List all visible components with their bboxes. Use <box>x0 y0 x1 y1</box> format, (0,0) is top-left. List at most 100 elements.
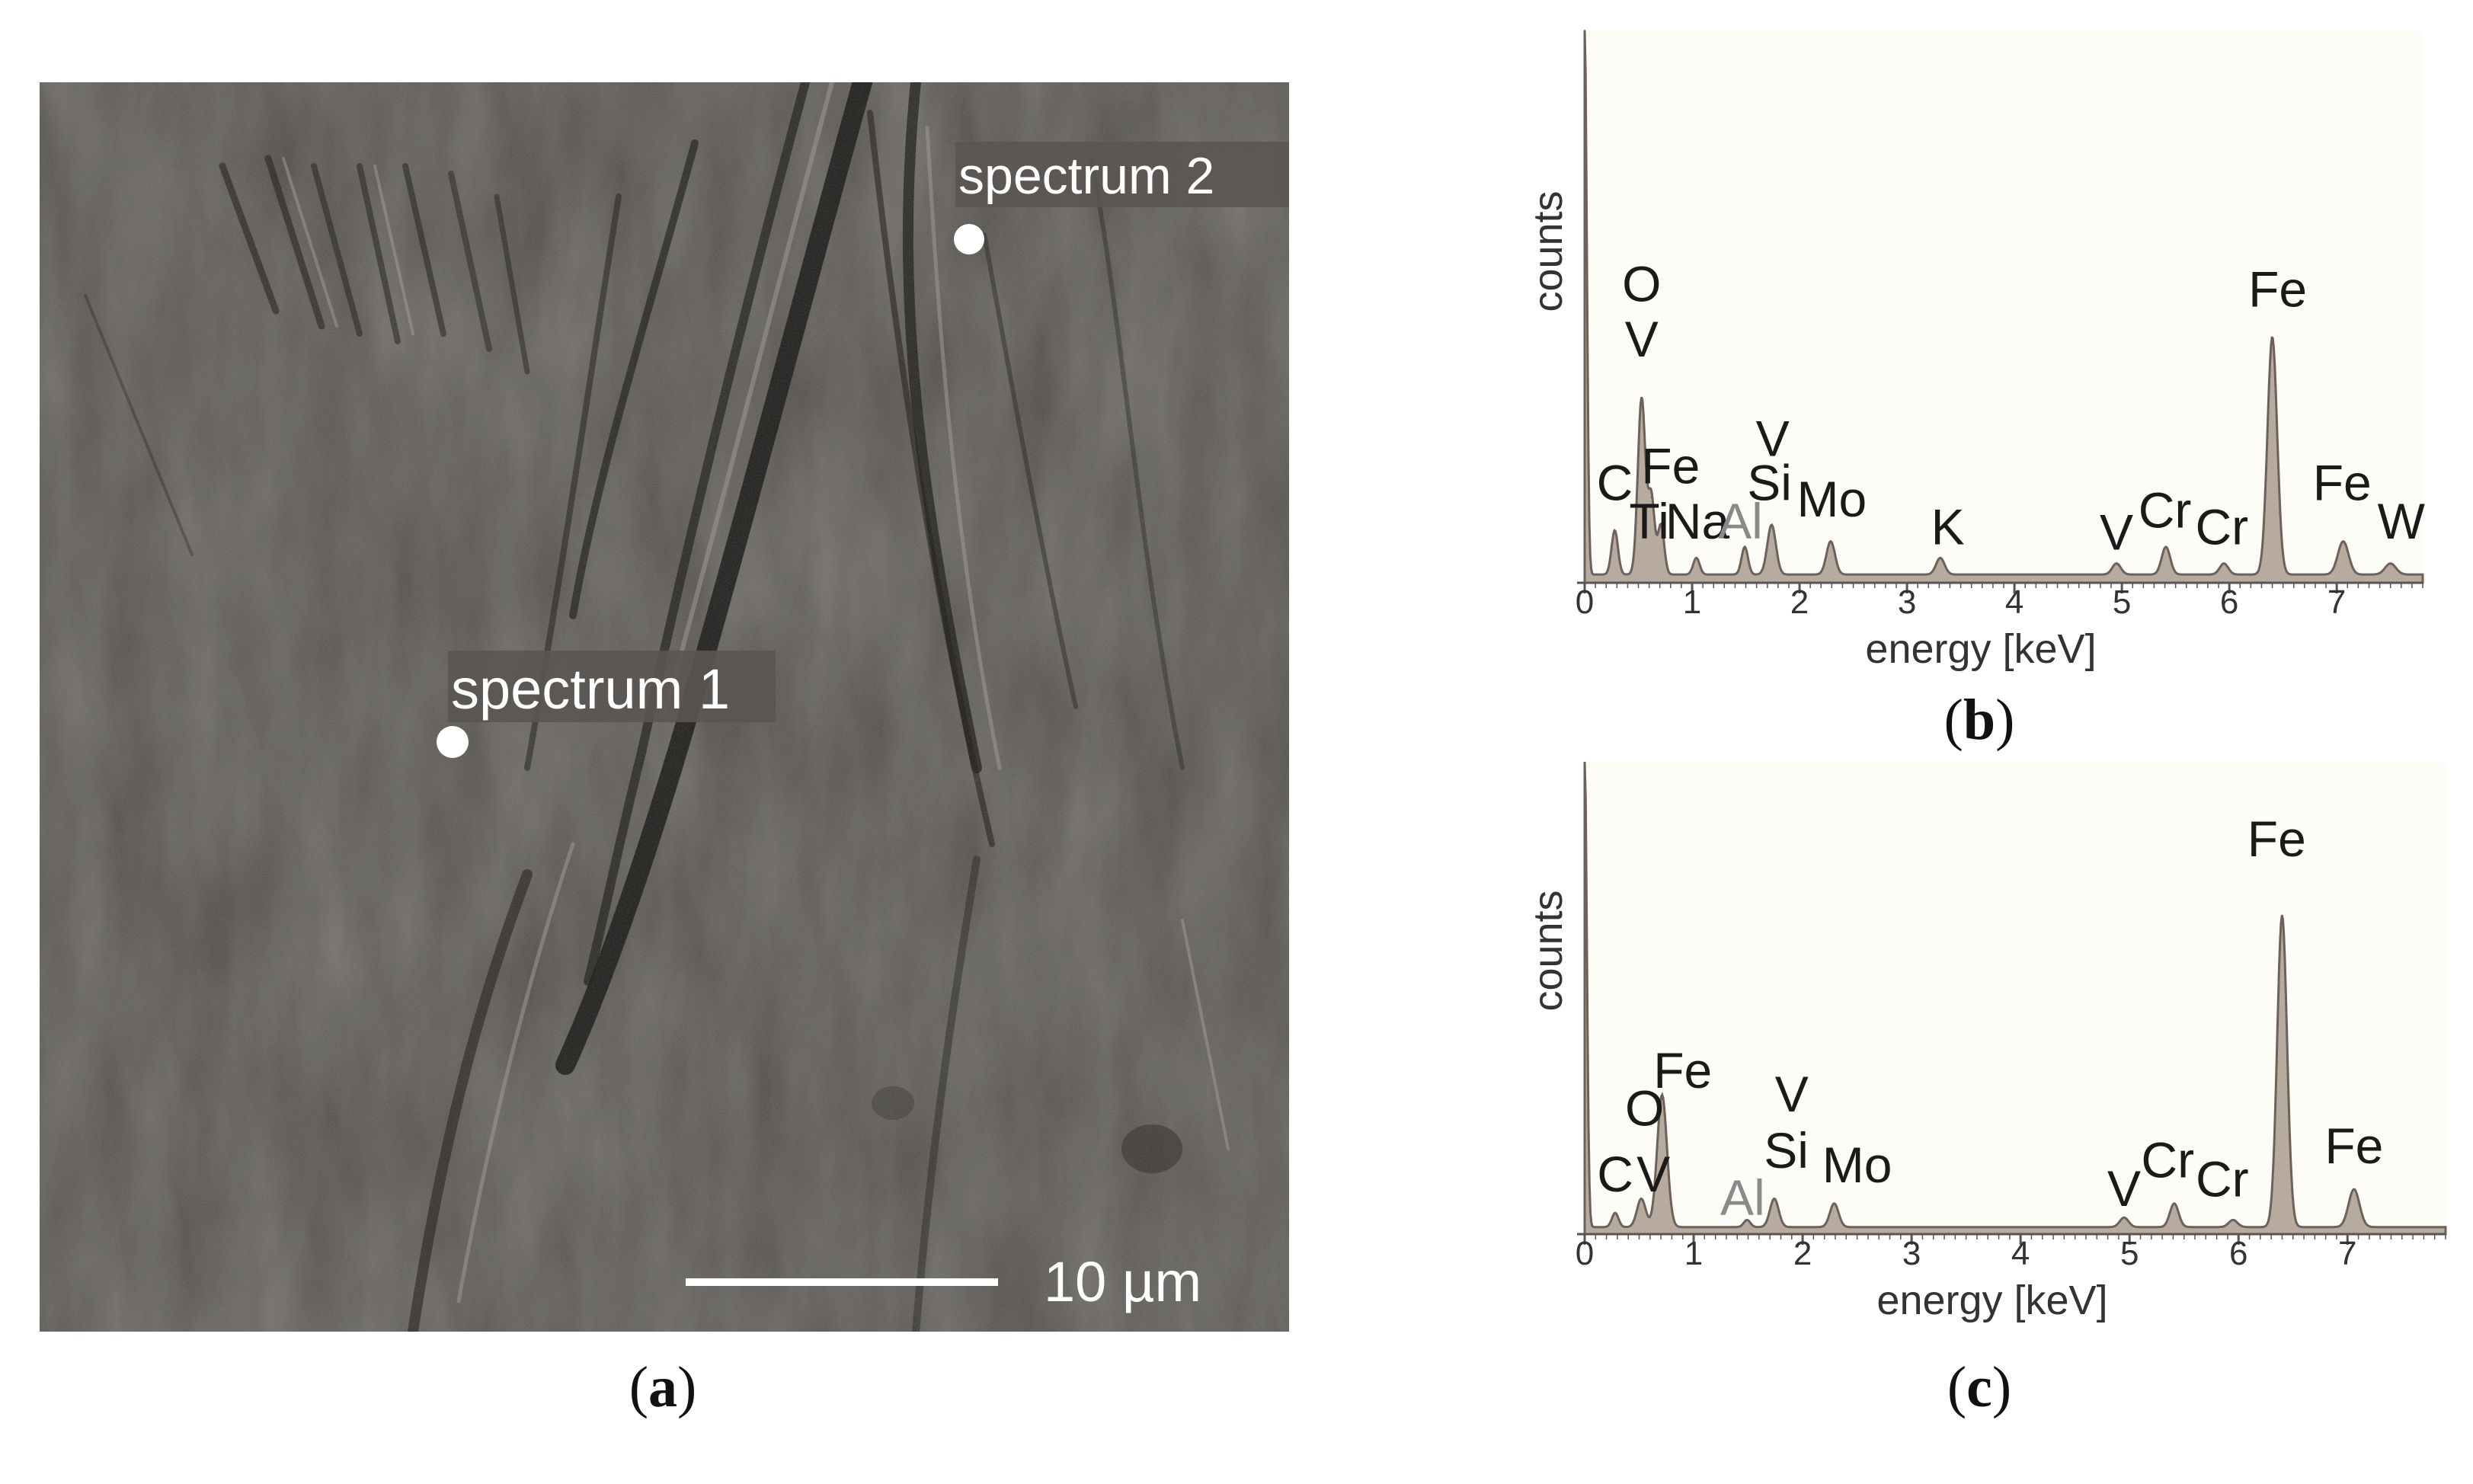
spectrum-peak <box>2123 1217 2126 1219</box>
spectrum-peak <box>1640 1198 1643 1200</box>
spectrum-peak <box>1650 496 1652 498</box>
peak-label: K <box>1931 498 1965 555</box>
peak-label: Fe <box>1641 438 1700 494</box>
x-tick-label: 3 <box>1902 1235 1921 1272</box>
x-tick-label: 5 <box>2120 1235 2139 1272</box>
peak-label: Fe <box>1653 1042 1712 1099</box>
peak-label: O <box>1622 255 1661 312</box>
spectrum-peak <box>1829 540 1832 542</box>
x-tick-label: 0 <box>1576 1235 1594 1272</box>
spectrum-peak <box>1744 545 1746 548</box>
spectrum-peak <box>2353 1188 2355 1191</box>
x-tick-label: 1 <box>1684 1235 1703 1272</box>
spectrum1-label-box <box>448 651 776 722</box>
sem-micrograph: spectrum 2 spectrum 1 10 µm <box>40 82 1289 1332</box>
peak-label: Al <box>1718 493 1763 549</box>
caption-a: (a) <box>629 1355 697 1419</box>
peak-label: V <box>1625 311 1659 367</box>
spectrum1-marker <box>437 726 469 758</box>
spectrum-peak <box>2164 545 2167 548</box>
x-tick-label: 2 <box>1790 584 1809 621</box>
y-axis-title: counts <box>1525 190 1571 312</box>
x-tick-label: 6 <box>2229 1235 2247 1272</box>
peak-label: Cr <box>2141 1132 2194 1188</box>
x-tick-label: 1 <box>1683 584 1701 621</box>
peak-label: V <box>1756 410 1790 466</box>
y-axis-title: counts <box>1525 890 1571 1011</box>
x-tick-label: 0 <box>1576 584 1594 621</box>
spectrum-area <box>1583 30 2424 584</box>
spectrum-peak <box>2281 914 2283 916</box>
spectrum-peak <box>2232 1219 2235 1221</box>
peak-label: Mo <box>1797 471 1867 527</box>
spectrum-peak <box>1584 30 1585 31</box>
x-tick-label: 3 <box>1898 584 1916 621</box>
caption-a-letter: a <box>648 1355 677 1419</box>
spectrum-peak <box>1695 557 1697 559</box>
x-tick-label: 4 <box>2011 1235 2030 1272</box>
x-axis-title: energy [keV] <box>1876 1278 2107 1323</box>
spectrum-peak <box>1771 523 1773 526</box>
spectrum-peak <box>2389 562 2391 564</box>
spectrum1-label: spectrum 1 <box>451 657 730 721</box>
peak-label: Fe <box>2247 811 2306 867</box>
spectrum-peak <box>1773 1198 1775 1200</box>
spectrum-peak <box>1614 1212 1617 1214</box>
spectrum-peak <box>2342 540 2344 542</box>
peak-label: C <box>1597 1146 1633 1202</box>
peak-label: Ti <box>1629 493 1669 549</box>
spectrum-area <box>1583 762 2447 1236</box>
peak-label: Si <box>1747 454 1792 510</box>
scale-bar <box>686 1278 998 1286</box>
spectrum-peak <box>2223 562 2225 564</box>
spectrum-peak <box>1614 529 1616 532</box>
x-tick-label: 7 <box>2327 584 2346 621</box>
peak-label: V <box>1636 1146 1670 1202</box>
x-tick-label: 5 <box>2113 584 2131 621</box>
peak-label: V <box>2100 504 2133 561</box>
peak-label: Al <box>1720 1169 1765 1226</box>
caption-b: (b) <box>1944 688 2015 752</box>
peak-label: Cr <box>2196 1150 2249 1207</box>
peak-label: Cr <box>2139 482 2192 539</box>
x-tick-label: 4 <box>2005 584 2024 621</box>
x-tick-label: 2 <box>1793 1235 1812 1272</box>
peak-label: Na <box>1665 493 1730 549</box>
spectrum-peak <box>1584 762 1585 763</box>
peak-label: Si <box>1764 1122 1809 1179</box>
spectrum-peak <box>1746 1219 1748 1221</box>
peak-label: Fe <box>2248 261 2307 318</box>
plot-area <box>1585 762 2446 1234</box>
peak-label: Fe <box>2324 1118 2383 1174</box>
spectrum-peak <box>2116 562 2118 564</box>
peak-label: Cr <box>2195 498 2248 555</box>
plot-area <box>1585 30 2423 583</box>
spectrum2-marker <box>954 224 984 254</box>
spectrum-peak <box>1833 1202 1835 1204</box>
x-axis-title: energy [keV] <box>1865 626 2096 672</box>
spectrum-peak <box>1939 557 1941 559</box>
spectrum-peak <box>1640 397 1643 399</box>
spectrum-peak <box>1661 1094 1663 1096</box>
peak-label: Mo <box>1822 1137 1892 1193</box>
scale-bar-label: 10 µm <box>1044 1250 1201 1313</box>
spectrum-peak <box>2271 336 2273 338</box>
caption-c-letter: c <box>1966 1355 1992 1419</box>
peak-label: V <box>2107 1160 2141 1217</box>
spectrum-peak <box>1660 523 1662 526</box>
x-tick-label: 7 <box>2338 1235 2356 1272</box>
peak-label: O <box>1625 1079 1664 1136</box>
peak-label: Fe <box>2313 454 2372 510</box>
spectrum-peak <box>2173 1202 2175 1204</box>
caption-c: (c) <box>1947 1355 2012 1419</box>
spectrum2-label-box <box>955 142 1289 207</box>
peak-label: C <box>1597 454 1633 510</box>
caption-b-letter: b <box>1963 688 1996 752</box>
x-tick-label: 6 <box>2220 584 2238 621</box>
peak-label: V <box>1775 1066 1809 1122</box>
spectrum2-label: spectrum 2 <box>958 147 1214 205</box>
peak-label: W <box>2378 493 2426 549</box>
